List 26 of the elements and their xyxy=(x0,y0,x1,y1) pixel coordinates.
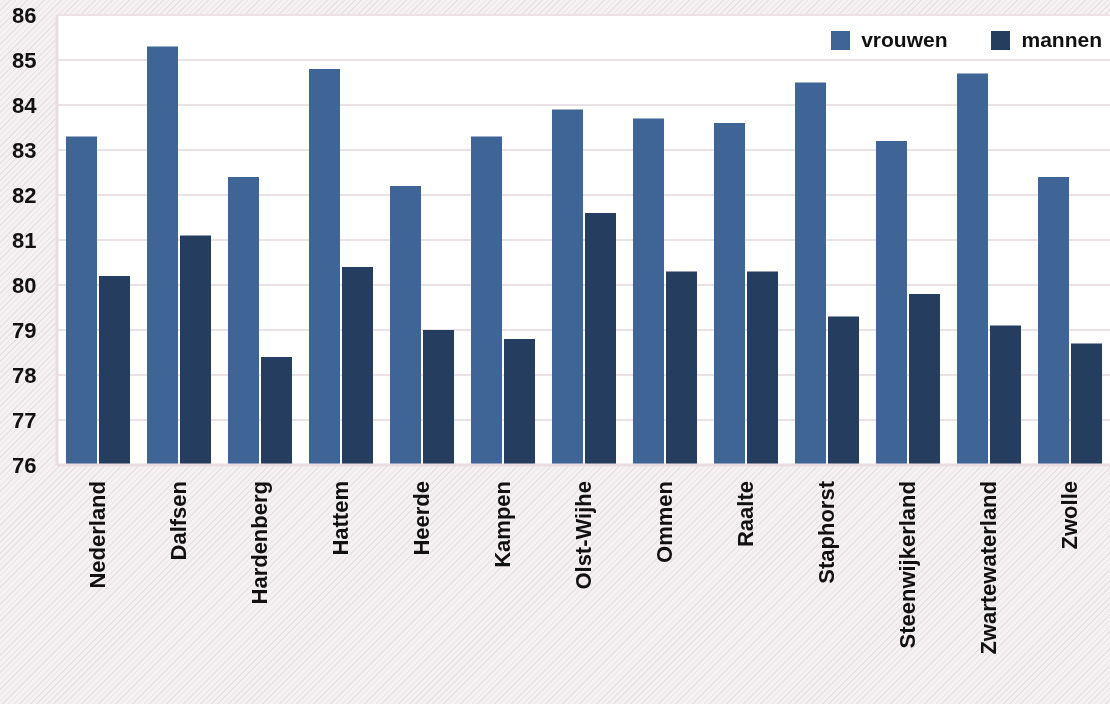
y-tick-label: 76 xyxy=(12,452,37,478)
y-tick-label: 77 xyxy=(12,407,37,433)
x-tick-label: Steenwijkerland xyxy=(895,481,920,649)
y-tick-label: 79 xyxy=(12,317,37,343)
x-tick-label: Olst-Wijhe xyxy=(571,481,596,590)
y-tick-label: 86 xyxy=(12,2,37,28)
x-tick-label: Heerde xyxy=(409,481,434,556)
y-tick-label: 84 xyxy=(12,92,38,118)
x-tick-label: Ommen xyxy=(652,481,677,563)
y-tick-label: 85 xyxy=(12,47,37,73)
x-tick-label: Dalfsen xyxy=(166,481,191,561)
x-tick-label: Zwartewaterland xyxy=(976,481,1001,655)
x-tick-label: Nederland xyxy=(85,481,110,589)
y-tick-label: 78 xyxy=(12,362,37,388)
y-tick-label: 83 xyxy=(12,137,37,163)
y-tick-label: 82 xyxy=(12,182,37,208)
legend-label: vrouwen xyxy=(861,28,948,52)
legend-label: mannen xyxy=(1021,28,1102,52)
x-tick-label: Staphorst xyxy=(814,480,839,584)
x-tick-label: Kampen xyxy=(490,481,515,568)
x-tick-label: Hardenberg xyxy=(247,481,272,605)
x-tick-label: Zwolle xyxy=(1057,481,1082,550)
y-tick-label: 80 xyxy=(12,272,37,298)
x-tick-label: Raalte xyxy=(733,481,758,548)
y-tick-label: 81 xyxy=(12,227,37,253)
x-tick-label: Hattem xyxy=(328,481,353,556)
